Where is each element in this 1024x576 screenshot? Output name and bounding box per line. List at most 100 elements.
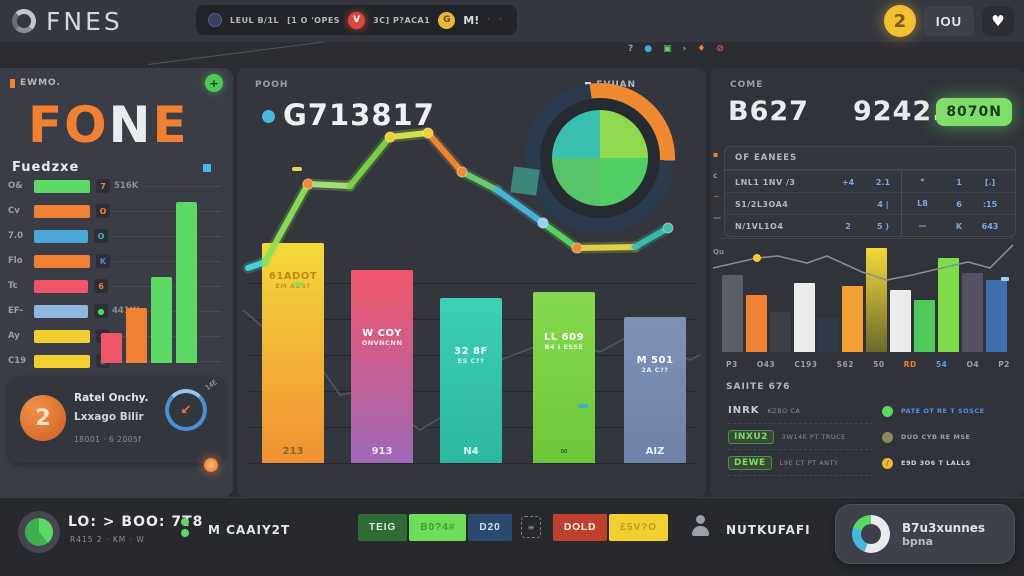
topbar-pill-menu[interactable]: LEUL B/1L [1 O 'OPES V 3C] P?ACA1 G M! ·… <box>196 5 517 35</box>
bar-sublabel: ONVNCNN <box>361 339 403 347</box>
legend-dot-icon: / <box>882 457 893 469</box>
sidebar-metric-row[interactable]: O& 7 516K <box>8 174 225 198</box>
metric-bar <box>34 204 90 218</box>
x-axis-label: O43 <box>756 360 776 369</box>
bar-label-block: LL 609 B4 I ESSE <box>533 332 595 351</box>
side-icon-column: ▪ c ~ — <box>713 150 721 222</box>
sidebar-header: EWMO. <box>10 78 61 88</box>
pill-item-2[interactable]: [1 O 'OPES <box>287 15 341 25</box>
metric-bar <box>34 229 88 243</box>
x-axis-label: 50 <box>873 360 885 369</box>
metric-label: Ay <box>8 331 20 341</box>
summary-card[interactable]: B7u3xunnes bpna <box>835 504 1015 564</box>
user-icon[interactable] <box>690 515 710 539</box>
pill-item-1[interactable]: LEUL B/1L <box>230 15 280 25</box>
bar-label: W COY <box>362 328 402 339</box>
clipboard-icon[interactable]: ≡ <box>521 516 541 538</box>
gold-badge-icon[interactable]: G <box>438 11 456 29</box>
ring-label: 14E <box>203 378 219 392</box>
metric-icon: K <box>96 254 110 268</box>
status-indicator-icon[interactable] <box>18 511 60 553</box>
avatar: 2 <box>20 395 66 441</box>
legend-item[interactable]: DEWE L9E CT PT ANTY <box>728 450 873 476</box>
accent-bar-icon <box>10 78 15 88</box>
mini-bar <box>126 308 147 363</box>
table-cell-value: * <box>901 171 943 193</box>
sidebar-subtitle: Fuedzxe <box>12 160 80 175</box>
side-icon[interactable]: c <box>713 171 718 180</box>
coin-icon[interactable]: 2 <box>883 5 916 37</box>
nav-dot-icon[interactable] <box>208 13 222 27</box>
table-cell-value: 5 ) <box>876 221 889 231</box>
toolbar-button[interactable]: £5V?O <box>609 514 669 541</box>
status-mini-icon: ● <box>644 44 653 54</box>
table-cell-value: 2 <box>845 221 851 231</box>
toolbar-button[interactable]: TEIG <box>358 514 408 541</box>
side-icon[interactable]: — <box>713 213 721 222</box>
side-icon[interactable]: ~ <box>713 192 720 201</box>
status-icons-row: ? ● ▣ › ♦ ⊘ <box>628 44 724 54</box>
sidebar-metric-row[interactable]: Flo K <box>8 249 225 273</box>
sidebar-metric-row[interactable]: 7.0 O <box>8 224 225 248</box>
metric-label: C19 <box>8 356 27 366</box>
highlight-badge[interactable]: 8070N <box>936 98 1012 126</box>
metric-icon: 7 <box>96 179 110 193</box>
pill-item-3[interactable]: 3C] P?ACA1 <box>373 15 431 25</box>
sidebar-action-button[interactable]: + <box>205 74 223 92</box>
summary-donut-icon <box>852 515 890 553</box>
heart-icon: ♥ <box>991 12 1005 30</box>
metric-bar <box>34 179 90 193</box>
pill-overflow-dots[interactable]: · · <box>487 15 505 25</box>
legend-item[interactable]: / E9D 3O6 T LALLS <box>882 450 1016 476</box>
side-icon[interactable]: ▪ <box>713 150 719 159</box>
legend-item[interactable]: PATE OT RE T SOSCE <box>882 398 1016 424</box>
bar-bottom-label: N4 <box>463 446 479 457</box>
topbar-right-cluster: 2 IOU ♥ <box>883 5 1014 37</box>
status-subtitle: R415 2 · KM · W <box>70 535 145 544</box>
pill-item-4[interactable]: M! <box>463 13 480 27</box>
table-row[interactable]: N/1VL1O4 2 5 ) — K 643 <box>725 214 1015 236</box>
table-row[interactable]: LNL1 1NV /3 +4 2.1 * 1 [.] <box>725 170 1015 193</box>
toolbar-button[interactable]: B0?4# <box>409 514 467 541</box>
legend-dot-icon <box>882 405 893 417</box>
table-row[interactable]: S1/2L3OA4 4 | L8 6:15 <box>725 192 1015 215</box>
legend-item[interactable]: DUO CYB RE MSE <box>882 424 1016 450</box>
legend-item-text: E9D 3O6 T LALLS <box>901 459 971 467</box>
bar-chart-x-labels: P3 O43 C193 S62 50 RD 54 O4 P2 <box>722 360 1014 369</box>
comparison-bar <box>890 290 911 352</box>
mini-bar <box>151 277 172 363</box>
legend-item[interactable]: INXU2 3W14E PT TRUCE <box>728 424 873 450</box>
legend-badge: INRK <box>728 405 760 416</box>
profile-card[interactable]: 2 Ratel Onchy. Lxxago Bilir 18001 · 6 20… <box>8 377 225 463</box>
comparison-bar <box>842 286 863 352</box>
stats-panel: COME B627 9242. 8070N ▪ c ~ — OF EANEES LNL… <box>710 68 1024 497</box>
comparison-bar-chart <box>722 248 1014 352</box>
comparison-bar <box>794 283 815 352</box>
title-letter: N <box>108 96 153 154</box>
legend-item-text: PATE OT RE T SOSCE <box>901 407 985 415</box>
title-letter: E <box>152 96 189 154</box>
bar-sublabel: ES C?? <box>457 357 485 365</box>
notification-dot-icon[interactable] <box>204 458 218 472</box>
iou-button[interactable]: IOU <box>923 6 974 36</box>
comparison-bar <box>938 258 959 352</box>
metric-value: 516K <box>114 181 139 191</box>
legend-item[interactable]: INRK KZBO CA <box>728 398 873 424</box>
table-cell-value: 6 <box>956 199 962 209</box>
sidebar-metric-row[interactable]: Cv O <box>8 199 225 223</box>
pie-chart <box>552 110 648 206</box>
comparison-bar <box>962 273 983 352</box>
legend-right-column: PATE OT RE T SOSCE DUO CYB RE MSE / E9D 3O6… <box>882 398 1016 476</box>
bar-label-block: 61ADOT EM AUS? <box>262 271 324 290</box>
bar-label: M 501 <box>636 355 674 366</box>
legend-item-text: DUO CYB RE MSE <box>901 433 971 441</box>
favorite-button[interactable]: ♥ <box>982 6 1014 36</box>
alert-badge-icon[interactable]: V <box>348 11 366 29</box>
toolbar-button[interactable]: DOLD <box>553 514 608 541</box>
metric-label: Cv <box>8 206 20 216</box>
status-mini-icon: › <box>682 44 687 54</box>
toolbar-button[interactable]: D20 <box>468 514 512 541</box>
